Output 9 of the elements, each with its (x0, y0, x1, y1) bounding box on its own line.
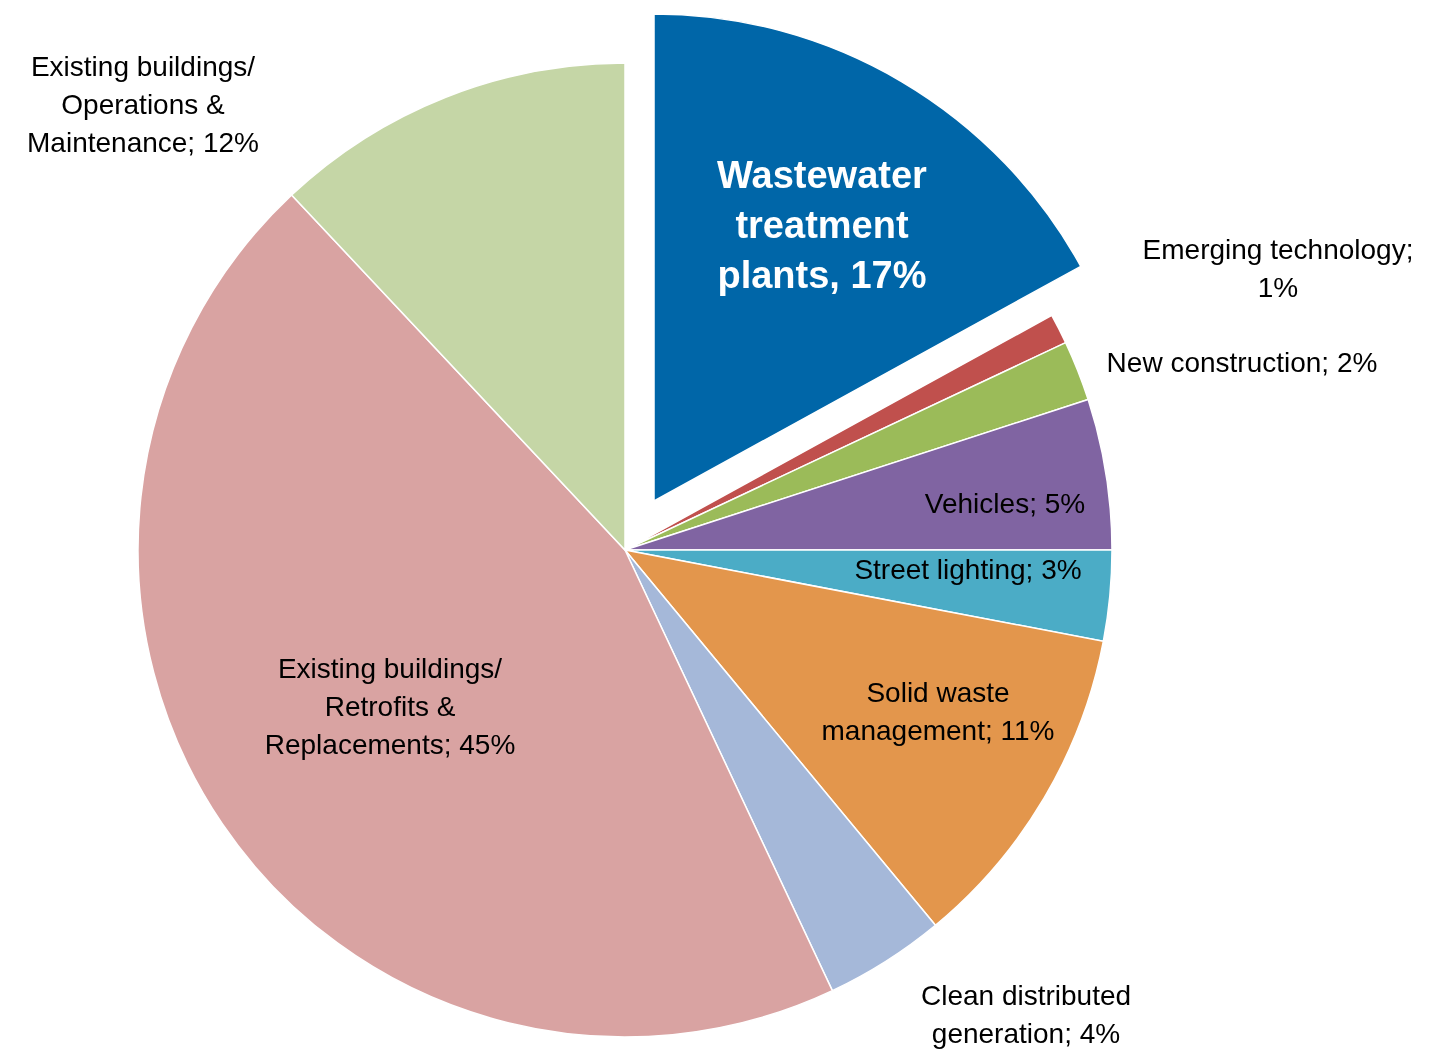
slice-label: Vehicles; 5% (924, 488, 1086, 519)
slice-label: Solid waste management; 11% (821, 677, 1055, 746)
slice-label: Existing buildings/ Operations & Maintenance; 12% (27, 51, 259, 158)
slice-label: Existing buildings/ Retrofits & Replacements; 45% (264, 653, 516, 760)
slice-label: New construction; 2% (1106, 347, 1378, 378)
slice-label: Street lighting; 3% (854, 554, 1082, 585)
slice-label: Clean distributed generation; 4% (920, 980, 1132, 1049)
slice-label: Wastewater treatment plants, 17% (717, 154, 928, 296)
slice-label: Emerging technology; 1% (1142, 234, 1414, 303)
